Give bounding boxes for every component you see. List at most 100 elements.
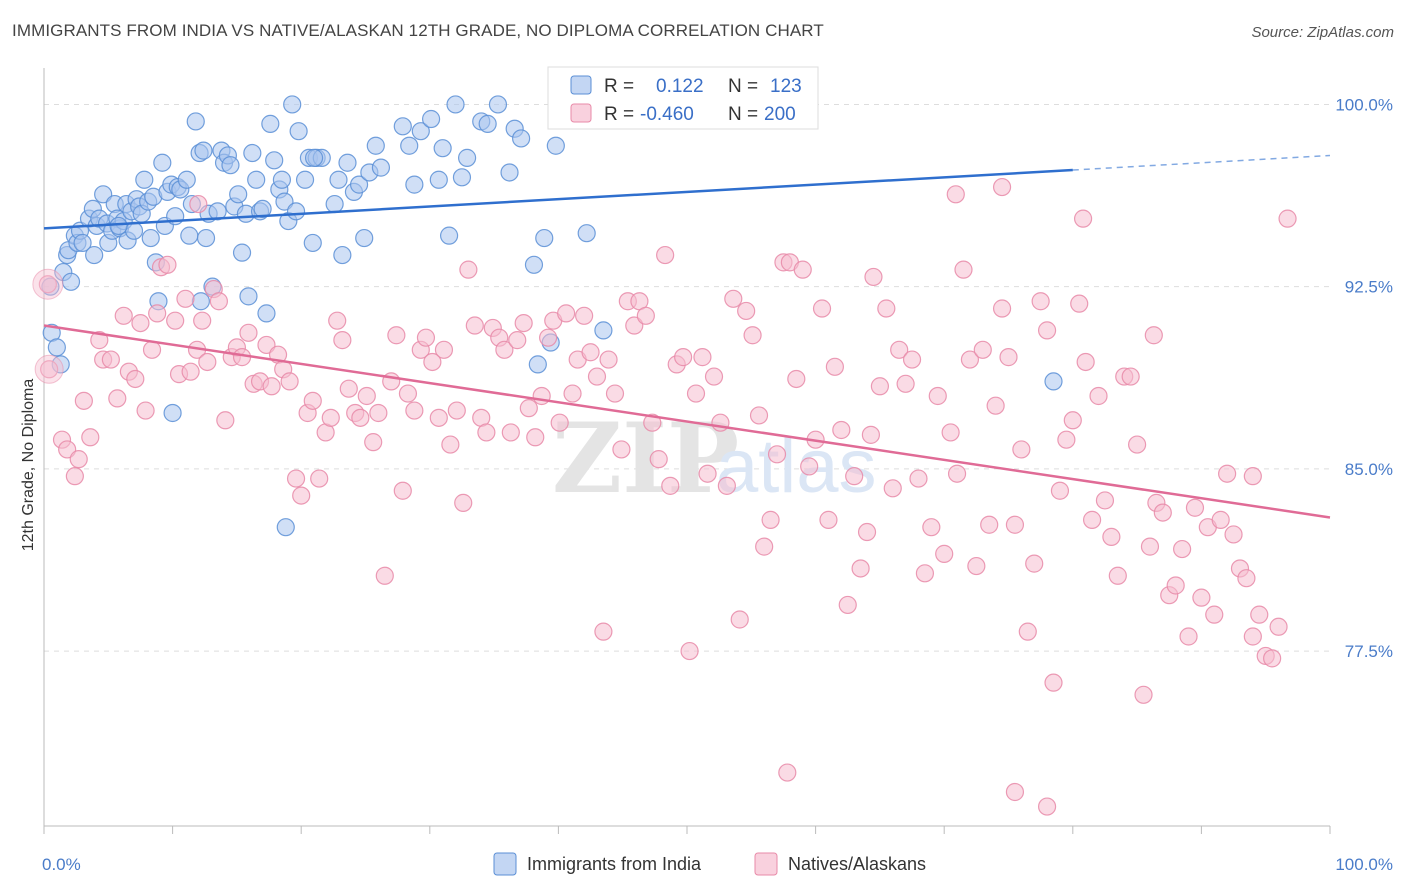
- native-point-157: [999, 348, 1018, 367]
- native-point-210: [189, 194, 208, 214]
- native-point-60: [393, 481, 412, 500]
- native-point-129: [819, 510, 838, 529]
- native-point-119: [755, 537, 774, 556]
- native-point-102: [649, 450, 668, 469]
- native-point-70: [454, 493, 473, 512]
- india-point-92: [366, 136, 385, 155]
- trend-lines: [43, 154, 1331, 519]
- native-point-151: [960, 350, 980, 369]
- native-point-84: [539, 328, 558, 347]
- bottom-legend-swatch-blue: [493, 852, 517, 876]
- native-point-24: [181, 362, 200, 381]
- native-point-62: [405, 401, 424, 420]
- native-point-114: [724, 289, 743, 308]
- y-tick-label-1: 92.5%: [1345, 278, 1393, 297]
- native-point-177: [1127, 435, 1147, 454]
- native-point-48: [321, 408, 340, 427]
- india-point-122: [109, 216, 128, 236]
- tick-labels: 100.0% 92.5% 85.0% 77.5% 0.0% 100.0%: [42, 95, 1393, 874]
- native-point-66: [429, 408, 448, 427]
- native-point-181: [1153, 503, 1172, 522]
- india-point-77: [286, 202, 306, 221]
- legend-r-label-2: R =: [604, 104, 634, 125]
- india-point-107: [488, 95, 508, 114]
- native-point-27: [198, 352, 217, 372]
- legend-r-label-1: R =: [604, 76, 634, 97]
- native-point-90: [575, 306, 594, 325]
- native-point-141: [896, 374, 915, 393]
- legend-n-value-1: 123: [770, 76, 802, 97]
- india-point-59: [221, 156, 240, 175]
- native-point-121: [767, 445, 787, 464]
- native-point-51: [339, 379, 358, 398]
- legend-r-value-2: -0.460: [640, 104, 694, 125]
- native-point-142: [902, 350, 922, 369]
- native-point-15: [131, 313, 150, 333]
- india-point-103: [452, 168, 472, 187]
- native-point-173: [1102, 527, 1121, 546]
- native-point-162: [1031, 292, 1050, 311]
- native-point-41: [280, 372, 299, 391]
- india-point-2: [47, 338, 66, 357]
- native-point-56: [369, 403, 388, 423]
- native-point-91: [581, 343, 600, 362]
- native-point-207: [1144, 326, 1163, 345]
- native-point-large-2: [34, 354, 64, 384]
- native-point-128: [812, 299, 832, 318]
- native-point-67: [434, 340, 454, 359]
- native-point-205: [1243, 467, 1262, 486]
- native-point-144: [915, 564, 935, 583]
- native-point-195: [1243, 627, 1262, 646]
- series-legend: Immigrants from India Natives/Alaskans: [493, 852, 926, 876]
- india-point-112: [528, 355, 547, 374]
- india-point-52: [196, 228, 216, 248]
- india-point-84: [325, 194, 344, 214]
- native-point-186: [1185, 498, 1205, 517]
- india-point-98: [421, 109, 441, 129]
- native-point-54: [357, 386, 376, 406]
- native-point-167: [1063, 411, 1082, 430]
- native-point-202: [778, 763, 797, 782]
- native-point-131: [832, 420, 851, 440]
- native-point-154: [980, 515, 999, 534]
- india-point-70: [261, 114, 280, 133]
- native-point-203: [1278, 209, 1297, 228]
- native-point-107: [680, 641, 699, 661]
- native-point-21: [166, 311, 185, 330]
- native-point-161: [1025, 554, 1044, 573]
- native-point-50: [333, 331, 352, 350]
- native-point-172: [1095, 491, 1115, 510]
- native-point-136: [864, 267, 883, 287]
- native-point-108: [686, 384, 706, 403]
- native-point-110: [698, 464, 717, 483]
- india-point-110: [512, 129, 531, 148]
- native-point-87: [557, 304, 576, 323]
- native-point-65: [423, 352, 442, 372]
- native-point-171: [1089, 386, 1108, 406]
- native-point-135: [857, 522, 877, 542]
- legend-swatch-blue: [570, 75, 592, 95]
- native-point-194: [1237, 569, 1256, 588]
- india-point-93: [371, 158, 391, 177]
- india-point-76: [283, 95, 302, 114]
- native-point-164: [1044, 673, 1063, 692]
- india-point-86: [333, 245, 352, 265]
- native-point-120: [761, 510, 780, 529]
- native-point-16: [136, 401, 155, 420]
- native-point-46: [310, 469, 329, 488]
- native-point-134: [851, 559, 870, 578]
- native-point-196: [1250, 605, 1269, 624]
- india-point-11: [73, 233, 92, 253]
- india-point-89: [349, 175, 369, 194]
- native-point-198: [1263, 649, 1282, 668]
- native-point-101: [643, 413, 662, 432]
- native-point-111: [704, 367, 724, 386]
- india-point-32: [135, 170, 154, 189]
- native-point-7: [81, 428, 100, 447]
- india-point-117: [594, 321, 613, 340]
- india-point-90: [355, 228, 374, 248]
- native-point-large-1: [32, 268, 64, 300]
- y-tick-label-3: 77.5%: [1345, 642, 1393, 661]
- india-point-66: [247, 170, 266, 189]
